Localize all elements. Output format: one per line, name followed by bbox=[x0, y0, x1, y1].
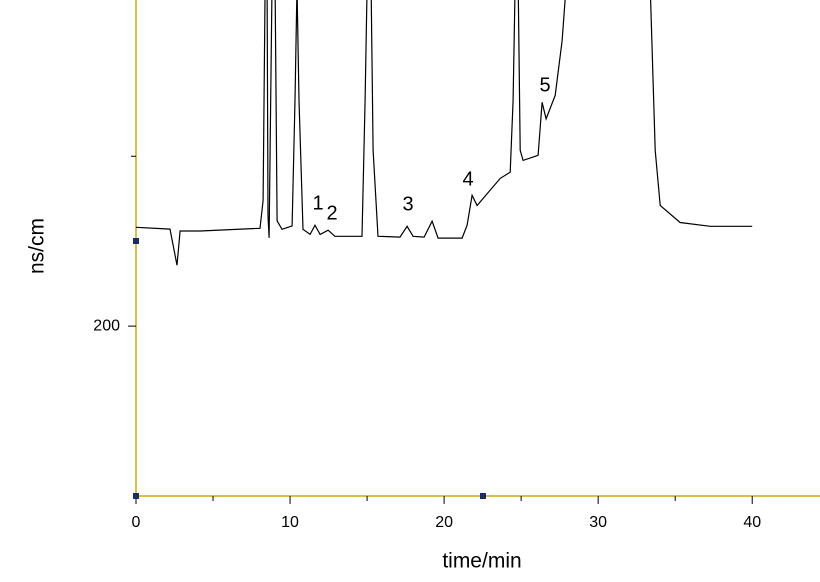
axis-handle bbox=[480, 493, 486, 499]
x-tick-label: 40 bbox=[743, 514, 761, 531]
peak-label: 1 bbox=[312, 192, 323, 214]
trace bbox=[136, 0, 753, 266]
peak-label: 3 bbox=[402, 193, 413, 215]
peak-label: 5 bbox=[539, 74, 550, 96]
y-axis-label: ns/cm bbox=[26, 218, 49, 274]
peak-label: 2 bbox=[326, 202, 337, 224]
axis-handle bbox=[133, 493, 139, 499]
x-tick-label: 30 bbox=[589, 514, 607, 531]
axis-handle bbox=[133, 238, 139, 244]
x-axis-label: time/min bbox=[442, 550, 521, 573]
peak-label: 4 bbox=[462, 168, 473, 190]
x-tick-label: 10 bbox=[281, 514, 299, 531]
plot-area bbox=[136, 0, 753, 266]
x-tick-label: 0 bbox=[132, 514, 141, 531]
y-tick-label: 200 bbox=[93, 317, 120, 334]
x-tick-label: 20 bbox=[435, 514, 453, 531]
